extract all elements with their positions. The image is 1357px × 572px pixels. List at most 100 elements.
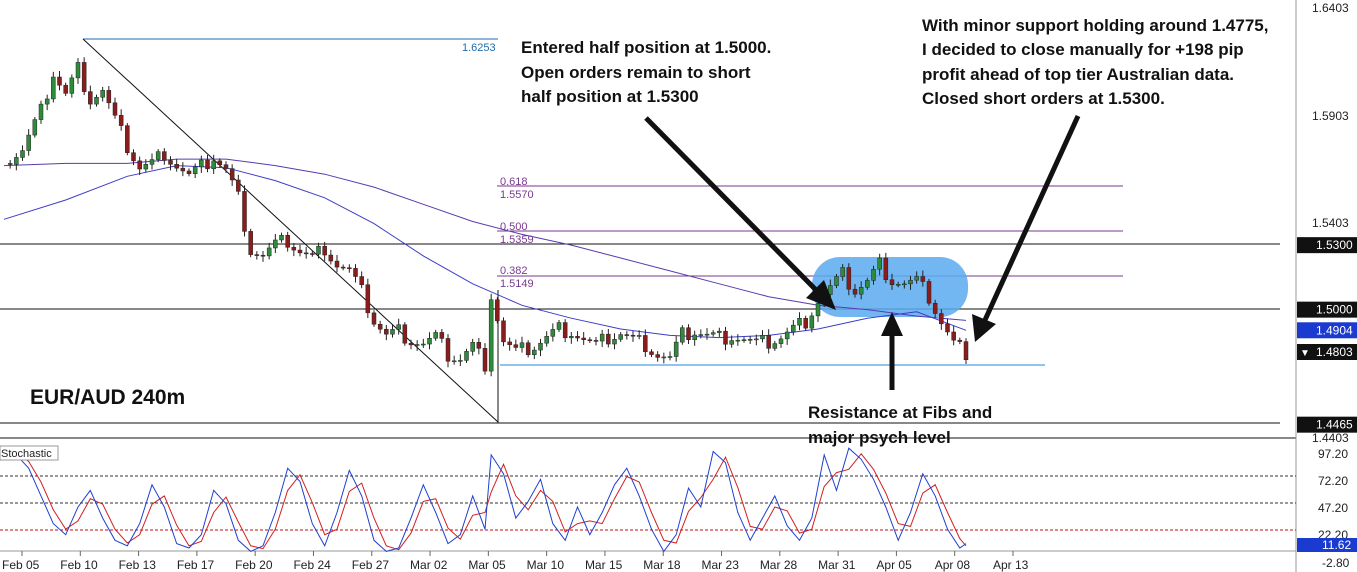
candle-body <box>760 334 765 340</box>
candle <box>340 264 346 271</box>
candle-body <box>834 276 839 286</box>
candle <box>180 162 186 177</box>
candle-body <box>168 160 173 165</box>
candle <box>797 312 802 331</box>
price-tick-1-5903: 1.5903 <box>1312 109 1349 123</box>
candle <box>38 100 44 124</box>
candle-body <box>439 332 445 339</box>
candle <box>112 97 118 119</box>
candle-body <box>643 335 648 353</box>
candle-body <box>840 267 845 277</box>
fib-label-0-382-ratio: 0.382 <box>500 265 528 277</box>
candle <box>322 241 327 262</box>
resistance-note-line-2: major psych level <box>808 428 951 447</box>
exit-note-line-2: I decided to close manually for +198 pip <box>922 40 1244 59</box>
candle-body <box>75 62 81 79</box>
candle-body <box>205 159 210 170</box>
candle <box>217 158 223 168</box>
candle-body <box>266 247 272 257</box>
candle-body <box>451 360 457 363</box>
candle-body <box>365 284 371 314</box>
candle-body <box>229 168 235 181</box>
price-badges: 1.5300 1.5000 1.4904 1.4803 ▼ 1.4465 <box>1297 237 1357 433</box>
candle <box>131 149 136 166</box>
candle-body <box>414 344 420 346</box>
candle-body <box>186 170 192 175</box>
candle <box>649 349 654 358</box>
candle-body <box>550 329 556 337</box>
candle-body <box>322 245 327 256</box>
slow-moving-average <box>3 158 967 321</box>
candle <box>414 340 420 351</box>
candle-body <box>519 342 525 348</box>
candle <box>229 164 235 187</box>
candle <box>149 153 155 170</box>
candle <box>895 281 901 288</box>
candle-body <box>112 102 118 116</box>
candle-body <box>427 337 432 345</box>
candle-body <box>630 334 636 337</box>
fib-label-0-382-price: 1.5149 <box>500 278 534 290</box>
candle-body <box>303 252 309 255</box>
time-label: Mar 15 <box>585 558 623 572</box>
candle <box>464 348 469 363</box>
candle-body <box>556 322 562 330</box>
candle <box>273 233 278 254</box>
candle-body <box>686 327 691 340</box>
candle <box>698 329 704 339</box>
candle-body <box>192 166 198 175</box>
candle-body <box>162 151 167 161</box>
candle-body <box>655 354 660 358</box>
fib-label-0-500-price: 1.5359 <box>500 234 534 246</box>
candle <box>630 330 636 342</box>
candle <box>396 318 401 335</box>
candle <box>914 271 919 284</box>
candle <box>32 117 38 138</box>
candle-body <box>501 320 506 343</box>
candle <box>723 326 728 351</box>
candle-body <box>908 279 913 285</box>
candle-body <box>926 281 932 304</box>
candle <box>840 264 845 281</box>
time-label: Feb 05 <box>2 558 40 572</box>
candle-body <box>377 324 383 330</box>
candle-body <box>717 330 722 333</box>
candle <box>741 337 747 343</box>
candle-body <box>458 360 463 362</box>
candle <box>44 94 50 111</box>
candle-body <box>125 125 130 153</box>
candle-body <box>741 339 747 341</box>
time-label: Feb 13 <box>119 558 157 572</box>
candle-body <box>236 179 241 192</box>
candle <box>513 339 519 351</box>
candle <box>192 163 198 179</box>
candle-body <box>797 317 802 326</box>
candle <box>772 341 778 351</box>
candle-body <box>661 356 667 359</box>
candle <box>334 255 340 273</box>
candle-body <box>106 90 112 104</box>
candle <box>834 273 839 289</box>
candle <box>766 329 771 354</box>
candle-body <box>371 312 377 325</box>
candle <box>877 253 882 276</box>
candle <box>266 242 272 260</box>
candle-body <box>957 339 963 342</box>
candle-body <box>248 231 253 255</box>
price-badge-label: 1.5300 <box>1316 238 1353 252</box>
stoch-current-badge <box>1297 538 1357 552</box>
candle-body <box>100 90 105 98</box>
candle-body <box>273 239 278 249</box>
price-badge-bg <box>1297 344 1357 360</box>
candle-body <box>525 342 531 356</box>
candle-body <box>359 276 364 285</box>
candle <box>242 185 247 237</box>
entry-note-line-1: Entered half position at 1.5000. <box>521 38 771 57</box>
candle <box>575 331 580 342</box>
pair-label: EUR/AUD 240m <box>30 386 185 409</box>
candle <box>118 109 124 131</box>
candle <box>260 250 266 262</box>
candle <box>784 327 790 345</box>
candle <box>451 355 457 365</box>
candle-body <box>118 115 124 126</box>
